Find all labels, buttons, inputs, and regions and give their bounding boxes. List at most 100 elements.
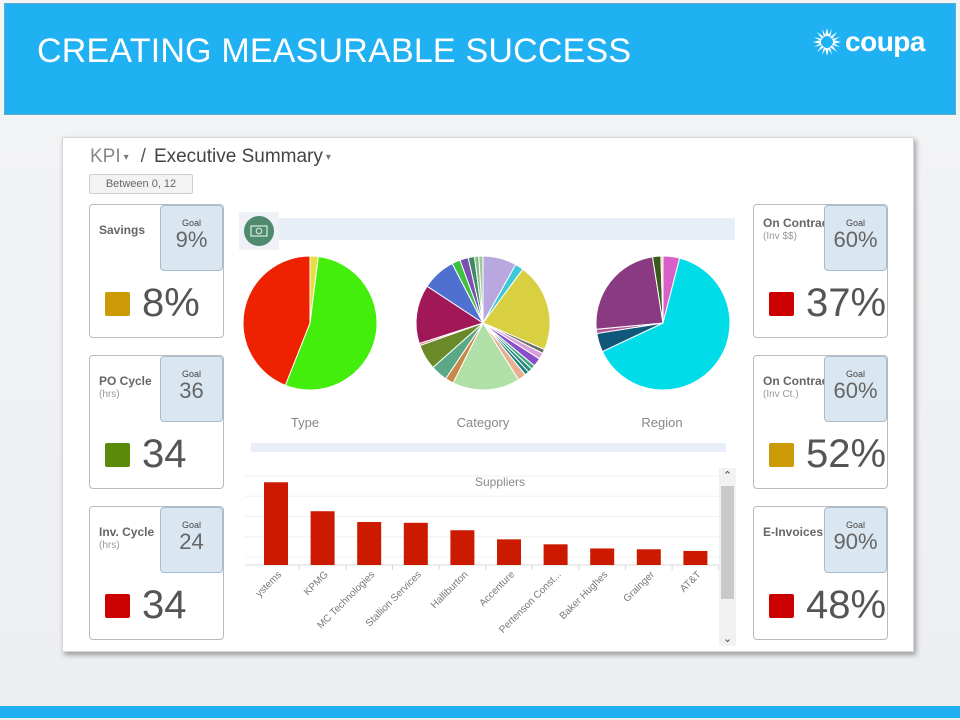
kpi-title: Inv. Cycle: [99, 525, 155, 539]
goal-value: 60%: [833, 227, 878, 252]
pie-slice[interactable]: [284, 255, 378, 391]
pie-chart-region[interactable]: [593, 253, 733, 393]
kpi-unit: (Inv Ct.): [763, 389, 799, 400]
goal-label: Goal: [181, 520, 201, 530]
kpi-value: 52%: [806, 432, 887, 476]
kpi-title: On Contract: [763, 216, 833, 230]
pie-slice[interactable]: [415, 285, 485, 345]
goal-value: 90%: [833, 529, 878, 554]
status-swatch: [105, 594, 130, 618]
x-tick-label: KPMG: [302, 569, 331, 598]
goal-label: Goal: [181, 218, 201, 228]
bar[interactable]: [497, 539, 521, 565]
pie-slice[interactable]: [595, 256, 664, 330]
status-swatch: [105, 292, 130, 316]
pie-label-region: Region: [641, 415, 683, 430]
kpi-label: Savings: [99, 222, 169, 238]
x-tick-label: Grainger: [622, 569, 658, 605]
slide-header: CREATING MEASURABLE SUCCESS coupa: [4, 3, 956, 115]
bar[interactable]: [683, 550, 708, 565]
suppliers-chart-title: Suppliers: [475, 475, 526, 489]
kpi-card-on-contract-count[interactable]: On Contract (Inv Ct.) Goal 60% 52%: [753, 355, 888, 489]
status-swatch: [769, 594, 794, 618]
bar[interactable]: [450, 530, 475, 565]
goal-label: Goal: [845, 369, 865, 379]
kpi-dropdown-caret-icon[interactable]: ▾: [123, 151, 129, 163]
kpi-value: 48%: [806, 583, 887, 627]
goal-box: Goal 90%: [824, 507, 887, 573]
pie-slice[interactable]: [482, 268, 551, 351]
x-tick-label: Halliburton: [429, 569, 471, 611]
pie-header-strip: [279, 218, 735, 240]
chevron-down-icon[interactable]: ⌄: [722, 633, 733, 645]
spend-badge[interactable]: [239, 212, 279, 250]
status-swatch: [769, 443, 794, 467]
breadcrumb: KPI ▾ / Executive Summary ▾: [90, 146, 337, 168]
bar[interactable]: [590, 548, 615, 565]
bar[interactable]: [403, 522, 428, 565]
scrollbar-thumb[interactable]: [721, 486, 734, 599]
status-swatch: [105, 443, 130, 467]
pie-slice[interactable]: [660, 255, 664, 324]
x-tick-label: Baker Hughes: [558, 569, 611, 622]
bar[interactable]: [636, 549, 661, 565]
summary-dropdown-caret-icon[interactable]: ▾: [325, 151, 331, 163]
kpi-card-on-contract-dollars[interactable]: On Contract (Inv $$) Goal 60% 37%: [753, 204, 888, 338]
kpi-title: Savings: [99, 223, 146, 237]
pie-chart-category[interactable]: [413, 253, 553, 393]
coupa-logo: coupa: [812, 26, 925, 58]
x-tick-label: ystems: [254, 569, 284, 599]
suppliers-chart: Suppliers ystems KPMG MC Technologies Stall…: [245, 464, 737, 648]
kpi-unit: (hrs): [99, 540, 120, 551]
goal-value: 60%: [833, 378, 878, 403]
kpi-unit: (Inv $$): [763, 231, 797, 242]
breadcrumb-separator: /: [140, 146, 146, 167]
kpi-value: 37%: [806, 281, 887, 325]
kpi-value: 8%: [142, 281, 200, 325]
pie-slice[interactable]: [452, 321, 520, 391]
bar[interactable]: [310, 511, 335, 565]
breadcrumb-kpi[interactable]: KPI: [90, 146, 121, 167]
kpi-title: PO Cycle: [99, 374, 152, 388]
kpi-label: On Contract (Inv Ct.): [763, 373, 833, 401]
goal-box: Goal 36: [160, 356, 223, 422]
bar[interactable]: [543, 544, 568, 565]
kpi-card-inv-cycle[interactable]: Inv. Cycle (hrs) Goal 24 34: [89, 506, 224, 640]
goal-value: 9%: [175, 227, 208, 252]
x-tick-label: AT&T: [678, 569, 703, 594]
bar-header-strip: [251, 443, 726, 452]
goal-label: Goal: [845, 218, 865, 228]
status-swatch: [769, 292, 794, 316]
period-filter-chip[interactable]: Between 0, 12: [89, 174, 193, 194]
goal-box: Goal 24: [160, 507, 223, 573]
bar[interactable]: [357, 521, 382, 565]
chevron-up-icon[interactable]: ⌃: [722, 470, 733, 482]
slide-title: CREATING MEASURABLE SUCCESS: [37, 32, 632, 70]
pie-slice[interactable]: [242, 255, 311, 386]
pie-label-type: Type: [290, 415, 320, 430]
suppliers-scrollbar[interactable]: ⌃ ⌄: [719, 468, 736, 646]
kpi-label: PO Cycle (hrs): [99, 373, 169, 401]
kpi-label: On Contract (Inv $$): [763, 215, 833, 243]
kpi-label: E-Invoices: [763, 524, 843, 540]
goal-box: Goal 60%: [824, 205, 887, 271]
kpi-card-savings[interactable]: Savings Goal 9% 8%: [89, 204, 224, 338]
bar[interactable]: [264, 482, 288, 565]
x-tick-label: Accenture: [478, 569, 518, 609]
kpi-label: Inv. Cycle (hrs): [99, 524, 169, 552]
kpi-card-e-invoices[interactable]: E-Invoices Goal 90% 48%: [753, 506, 888, 640]
goal-label: Goal: [181, 369, 201, 379]
breadcrumb-executive-summary[interactable]: Executive Summary: [153, 146, 323, 167]
slide-footer-bar: [0, 706, 960, 718]
pie-chart-type[interactable]: [240, 253, 380, 393]
money-icon: [244, 216, 274, 246]
pie-slice[interactable]: [601, 257, 731, 391]
goal-box: Goal 9%: [160, 205, 223, 271]
coupa-burst-icon: [813, 28, 842, 56]
goal-label: Goal: [845, 520, 865, 530]
kpi-card-po-cycle[interactable]: PO Cycle (hrs) Goal 36 34: [89, 355, 224, 489]
kpi-value: 34: [142, 432, 187, 476]
logo-text: coupa: [845, 26, 925, 57]
pie-slice[interactable]: [478, 255, 484, 324]
